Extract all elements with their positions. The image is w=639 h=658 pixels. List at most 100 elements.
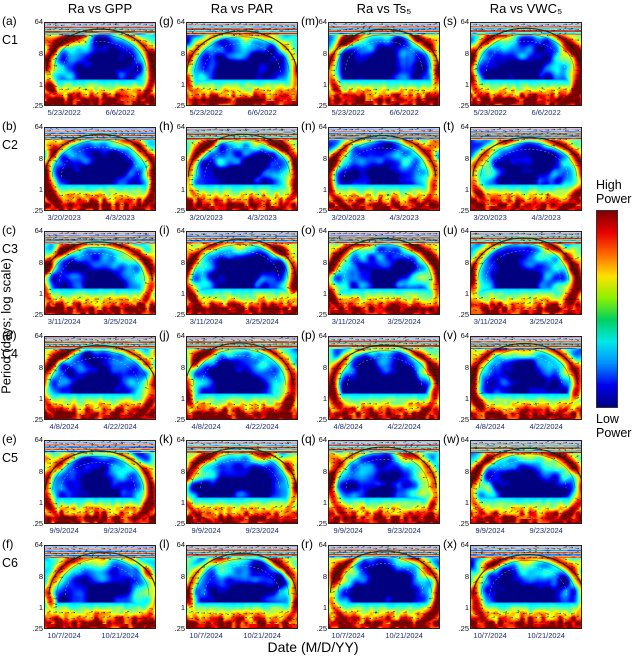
ytick-s-1: 1 <box>464 80 469 89</box>
ytick-n-1: 1 <box>322 185 327 194</box>
xtick-date-v-0: 4/8/2024 <box>475 422 505 431</box>
ytick-l-8: 8 <box>180 571 185 581</box>
panel-s-heatmap <box>470 22 582 106</box>
xtick-date-g-1: 6/6/2022 <box>247 108 277 117</box>
ytick-d-.25: .25 <box>32 415 43 424</box>
ytick-p-8: 8 <box>322 362 327 372</box>
ytick-r-64: 64 <box>318 540 327 549</box>
ytick-r-1: 1 <box>322 603 327 612</box>
ytick-x-64: 64 <box>460 540 469 549</box>
xtick-date-u-1: 3/25/2024 <box>529 317 563 326</box>
xtick-date-b-1: 4/3/2023 <box>105 213 135 222</box>
xtick-date-n-1: 4/3/2023 <box>389 213 419 222</box>
campaign-label-C4: C4 <box>2 347 18 361</box>
ytick-g-.25: .25 <box>174 101 185 110</box>
xtick-date-k-1: 9/23/2024 <box>245 526 279 535</box>
y-axis-label: Period (days; log scale) <box>0 258 14 394</box>
ytick-f-1: 1 <box>38 603 43 612</box>
panel-x-heatmap <box>470 545 582 629</box>
xtick-date-j-1: 4/22/2024 <box>245 422 279 431</box>
ytick-x-.25: .25 <box>458 624 469 633</box>
ytick-i-1: 1 <box>180 289 185 298</box>
panel-t-heatmap <box>470 127 582 211</box>
ytick-m-64: 64 <box>318 17 327 26</box>
panel-letter-e: (e) <box>2 432 17 446</box>
ytick-g-64: 64 <box>176 17 185 26</box>
ytick-w-64: 64 <box>460 435 469 444</box>
panel-letter-q: (q) <box>301 432 316 446</box>
xtick-date-c-0: 3/11/2024 <box>47 317 81 326</box>
ytick-d-8: 8 <box>38 362 43 372</box>
campaign-label-C2: C2 <box>2 138 18 152</box>
panel-letter-w: (w) <box>443 432 460 446</box>
ytick-t-64: 64 <box>460 122 469 131</box>
ytick-r-8: 8 <box>322 571 327 581</box>
ytick-b-1: 1 <box>38 185 43 194</box>
ytick-x-1: 1 <box>464 603 469 612</box>
panel-v-heatmap <box>470 336 582 420</box>
xtick-date-l-0: 10/7/2024 <box>189 631 223 640</box>
ytick-u-.25: .25 <box>458 310 469 319</box>
xtick-date-p-1: 4/22/2024 <box>387 422 421 431</box>
ytick-u-64: 64 <box>460 226 469 235</box>
ytick-t-1: 1 <box>464 185 469 194</box>
xtick-date-s-0: 5/23/2022 <box>473 108 507 117</box>
ytick-e-64: 64 <box>34 435 43 444</box>
ytick-h-64: 64 <box>176 122 185 131</box>
xtick-date-b-0: 3/20/2023 <box>47 213 81 222</box>
ytick-m-1: 1 <box>322 80 327 89</box>
ytick-a-64: 64 <box>34 17 43 26</box>
campaign-label-C5: C5 <box>2 451 18 465</box>
panel-f-heatmap <box>44 545 156 629</box>
xtick-date-f-1: 10/21/2024 <box>101 631 139 640</box>
panel-letter-k: (k) <box>159 432 173 446</box>
x-axis-label: Date (M/D/YY) <box>267 639 359 655</box>
xtick-date-d-0: 4/8/2024 <box>49 422 79 431</box>
ytick-q-1: 1 <box>322 498 327 507</box>
ytick-v-8: 8 <box>464 362 469 372</box>
ytick-k-8: 8 <box>180 466 185 476</box>
panel-e-heatmap <box>44 440 156 524</box>
ytick-q-64: 64 <box>318 435 327 444</box>
xtick-date-t-0: 3/20/2023 <box>473 213 507 222</box>
panel-letter-f: (f) <box>2 537 14 551</box>
panel-letter-n: (n) <box>301 119 316 133</box>
panel-letter-m: (m) <box>301 14 319 28</box>
ytick-a-8: 8 <box>38 48 43 58</box>
panel-letter-o: (o) <box>301 223 316 237</box>
panel-letter-l: (l) <box>159 537 170 551</box>
ytick-l-1: 1 <box>180 603 185 612</box>
ytick-w-1: 1 <box>464 498 469 507</box>
ytick-p-.25: .25 <box>316 415 327 424</box>
xtick-date-w-0: 9/9/2024 <box>475 526 505 535</box>
ytick-a-.25: .25 <box>32 101 43 110</box>
colorbar: High Power Low Power <box>596 178 639 440</box>
ytick-j-.25: .25 <box>174 415 185 424</box>
ytick-n-8: 8 <box>322 153 327 163</box>
panel-letter-d: (d) <box>2 328 17 342</box>
ytick-o-.25: .25 <box>316 310 327 319</box>
ytick-c-1: 1 <box>38 289 43 298</box>
panel-g-heatmap <box>186 22 298 106</box>
panel-letter-c: (c) <box>2 223 16 237</box>
panel-letter-h: (h) <box>159 119 174 133</box>
xtick-date-u-0: 3/11/2024 <box>473 317 507 326</box>
ytick-u-8: 8 <box>464 257 469 267</box>
xtick-date-d-1: 4/22/2024 <box>103 422 137 431</box>
panel-d-heatmap <box>44 336 156 420</box>
panel-j-heatmap <box>186 336 298 420</box>
xtick-date-p-0: 4/8/2024 <box>333 422 363 431</box>
xtick-date-h-1: 4/3/2023 <box>247 213 277 222</box>
ytick-m-8: 8 <box>322 48 327 58</box>
ytick-e-.25: .25 <box>32 519 43 528</box>
ytick-k-1: 1 <box>180 498 185 507</box>
ytick-t-8: 8 <box>464 153 469 163</box>
xtick-date-s-1: 6/6/2022 <box>531 108 561 117</box>
xtick-date-i-1: 3/25/2024 <box>245 317 279 326</box>
ytick-b-8: 8 <box>38 153 43 163</box>
xtick-date-h-0: 3/20/2023 <box>189 213 223 222</box>
ytick-i-.25: .25 <box>174 310 185 319</box>
xtick-date-x-1: 10/21/2024 <box>527 631 565 640</box>
xtick-date-x-0: 10/7/2024 <box>473 631 507 640</box>
